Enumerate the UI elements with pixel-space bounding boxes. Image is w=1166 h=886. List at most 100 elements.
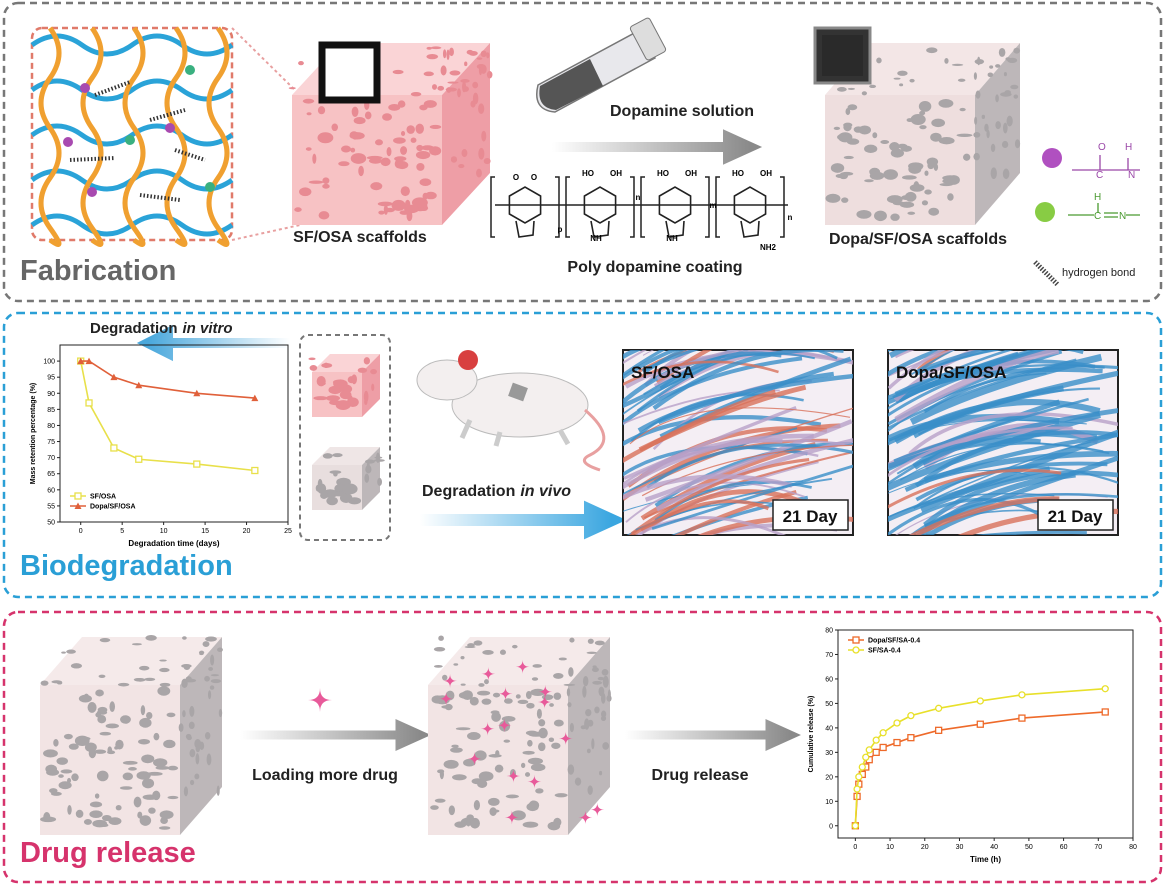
pore: [995, 64, 1001, 68]
pore: [494, 764, 504, 773]
pore: [195, 753, 200, 765]
pore: [587, 719, 594, 727]
ring-five: [740, 220, 760, 238]
chain: [30, 33, 234, 57]
cube-top: [825, 43, 1020, 95]
pore: [189, 749, 196, 758]
pore: [351, 106, 359, 117]
pore: [338, 161, 350, 167]
pore: [913, 181, 920, 192]
pore: [477, 779, 488, 788]
crosslink: [80, 83, 90, 93]
pore: [551, 742, 561, 749]
pore: [963, 153, 971, 161]
pore: [430, 46, 442, 50]
fiber: [659, 356, 852, 439]
fiber: [915, 350, 1084, 376]
pore: [350, 153, 367, 164]
data-point: [879, 743, 887, 752]
fiber: [629, 303, 836, 340]
pore: [909, 78, 915, 83]
pore: [516, 811, 523, 819]
chain: [30, 78, 234, 102]
pore: [569, 637, 575, 643]
pore: [115, 739, 124, 750]
pore: [492, 692, 501, 698]
pore: [210, 654, 215, 666]
pore: [1013, 47, 1021, 54]
label: Dopamine solution: [610, 103, 754, 120]
x-tick-label: 30: [956, 844, 964, 851]
fiber: [888, 497, 1047, 535]
pore: [350, 147, 356, 153]
pore: [597, 676, 605, 681]
pore: [426, 55, 436, 59]
pore: [901, 195, 911, 200]
pore: [163, 739, 176, 749]
crosslink: [185, 65, 195, 75]
label: Degradation in vivo: [422, 483, 571, 500]
pore: [364, 111, 372, 120]
data-point: [907, 734, 915, 742]
pore: [959, 107, 966, 112]
pore: [472, 81, 479, 89]
legend-label: SF/SA-0.4: [868, 648, 901, 655]
series-line: [80, 360, 255, 399]
pore: [973, 72, 977, 80]
fiber: [909, 353, 1103, 425]
pore: [453, 663, 459, 666]
panel-title: Fabrication: [20, 255, 176, 287]
pore: [951, 63, 964, 67]
atom-label: HO: [732, 169, 744, 178]
zoom-lines: [231, 27, 301, 241]
x-tick-label: 80: [1129, 844, 1137, 851]
pore: [98, 674, 106, 678]
pore: [1002, 168, 1010, 180]
pore: [45, 764, 58, 774]
crosslink: [205, 182, 215, 192]
pore: [317, 478, 323, 490]
fiber: [899, 350, 1041, 403]
pore: [382, 113, 393, 121]
pore: [478, 683, 485, 687]
pore: [108, 817, 122, 825]
pore: [122, 760, 138, 765]
pore: [416, 162, 425, 171]
legend-label: SF/OSA: [90, 494, 116, 501]
y-tick-label: 10: [825, 799, 833, 806]
pore: [995, 121, 1001, 130]
pore: [843, 123, 852, 132]
pore: [864, 144, 878, 154]
fiber: [888, 367, 1103, 401]
data-point: [135, 381, 143, 389]
ring: [658, 186, 692, 224]
data-point: [85, 399, 93, 407]
pore: [388, 103, 401, 111]
fiber: [623, 474, 793, 500]
pore: [157, 686, 171, 696]
pore: [204, 732, 211, 740]
atom-label: N: [1119, 211, 1126, 222]
data-point: [74, 492, 82, 500]
cube-top: [428, 637, 610, 685]
pore: [302, 98, 315, 104]
fiber: [656, 350, 748, 381]
pore: [138, 738, 150, 745]
pore: [105, 723, 119, 729]
pore: [426, 46, 432, 50]
fiber: [893, 399, 1101, 444]
fiber: [623, 350, 680, 380]
pore: [973, 132, 981, 138]
panel-title: Biodegradation: [20, 550, 233, 582]
fiber: [888, 426, 1073, 478]
pore: [567, 764, 575, 775]
pore: [313, 396, 328, 401]
pore: [890, 148, 905, 158]
pore: [454, 821, 467, 828]
crosslink-icon: [1042, 148, 1062, 168]
cube-top: [40, 637, 222, 685]
pore: [884, 172, 890, 178]
pore: [913, 166, 923, 170]
pore: [298, 60, 304, 66]
pore: [466, 49, 474, 55]
